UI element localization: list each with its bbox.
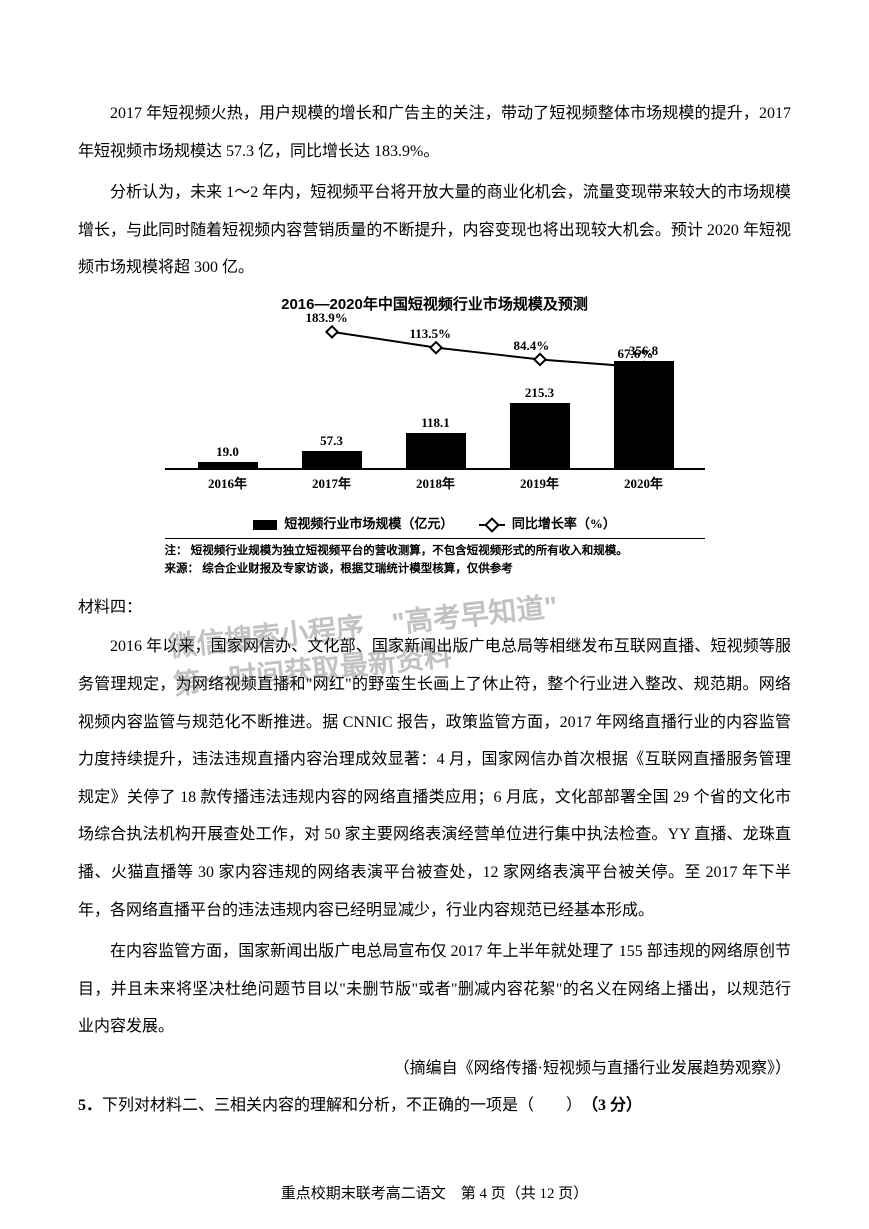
bar-group: 19.0	[193, 444, 263, 468]
x-axis-label: 2017年	[297, 473, 367, 492]
page-footer: 重点校期末联考高二语文 第 4 页（共 12 页）	[0, 1182, 869, 1203]
legend-bar-label: 短视频行业市场规模（亿元）	[284, 516, 453, 531]
line-value-label: 113.5%	[410, 326, 452, 342]
chart-note: 注： 短视频行业规模为独立短视频平台的营收测算，不包含短视频形式的所有收入和规模…	[165, 538, 705, 579]
bar-value-label: 57.3	[320, 433, 343, 449]
x-axis-label: 2018年	[401, 473, 471, 492]
chart-title: 2016—2020年中国短视频行业市场规模及预测	[165, 293, 705, 314]
legend-bar-swatch	[253, 520, 277, 530]
x-axis-label: 2020年	[609, 473, 679, 492]
bar	[198, 462, 258, 468]
section-4-heading: 材料四：	[78, 589, 791, 627]
question-5: 5．下列对材料二、三相关内容的理解和分析，不正确的一项是（ ） （3 分）	[78, 1087, 791, 1125]
bar	[406, 433, 466, 468]
line-value-label: 183.9%	[306, 310, 348, 326]
legend-line-swatch	[479, 524, 505, 526]
x-axis-label: 2016年	[193, 473, 263, 492]
chart-note-text: 短视频行业规模为独立短视频平台的营收测算，不包含短视频形式的所有收入和规模。	[191, 545, 628, 557]
material-source: （摘编自《网络传播·短视频与直播行业发展趋势观察》）	[78, 1050, 791, 1088]
question-5-text: 下列对材料二、三相关内容的理解和分析，不正确的一项是（ ）	[102, 1097, 574, 1114]
bar-group: 118.1	[401, 415, 471, 468]
x-axis-label: 2019年	[505, 473, 575, 492]
bar-value-label: 118.1	[421, 415, 450, 431]
chart-source-text: 综合企业财报及专家访谈，根据艾瑞统计模型核算，仅供参考	[202, 563, 513, 575]
legend-line-label: 同比增长率（%）	[512, 516, 616, 531]
bar	[510, 403, 570, 468]
chart-note-label: 注：	[165, 545, 188, 557]
chart-source-label: 来源：	[165, 563, 200, 575]
bar-group: 215.3	[505, 385, 575, 468]
bar-value-label: 215.3	[525, 385, 554, 401]
paragraph-4: 在内容监管方面，国家新闻出版广电总局宣布仅 2017 年上半年就处理了 155 …	[78, 933, 791, 1046]
bar-group: 57.3	[297, 433, 367, 468]
chart-plot: 19.057.3118.1215.3356.8183.9%113.5%84.4%…	[165, 320, 705, 470]
paragraph-1: 2017 年短视频火热，用户规模的增长和广告主的关注，带动了短视频整体市场规模的…	[78, 95, 791, 170]
question-5-points: （3 分）	[590, 1097, 642, 1114]
bar	[614, 361, 674, 468]
line-value-label: 84.4%	[514, 338, 550, 354]
chart-container: 2016—2020年中国短视频行业市场规模及预测 19.0 57.3 118.1 21…	[165, 293, 705, 579]
question-5-number: 5．	[78, 1097, 102, 1114]
bar-value-label: 19.0	[216, 444, 239, 460]
paragraph-3: 2016 年以来，国家网信办、文化部、国家新闻出版广电总局等相继发布互联网直播、…	[78, 628, 791, 929]
bar	[302, 451, 362, 468]
line-value-label: 67.6%	[618, 346, 654, 362]
paragraph-2: 分析认为，未来 1～2 年内，短视频平台将开放大量的商业化机会，流量变现带来较大…	[78, 174, 791, 287]
chart-legend: 短视频行业市场规模（亿元） 同比增长率（%）	[165, 513, 705, 532]
chart-x-axis: 2016年 2017年 2018年 2019年 2020年	[165, 473, 705, 491]
